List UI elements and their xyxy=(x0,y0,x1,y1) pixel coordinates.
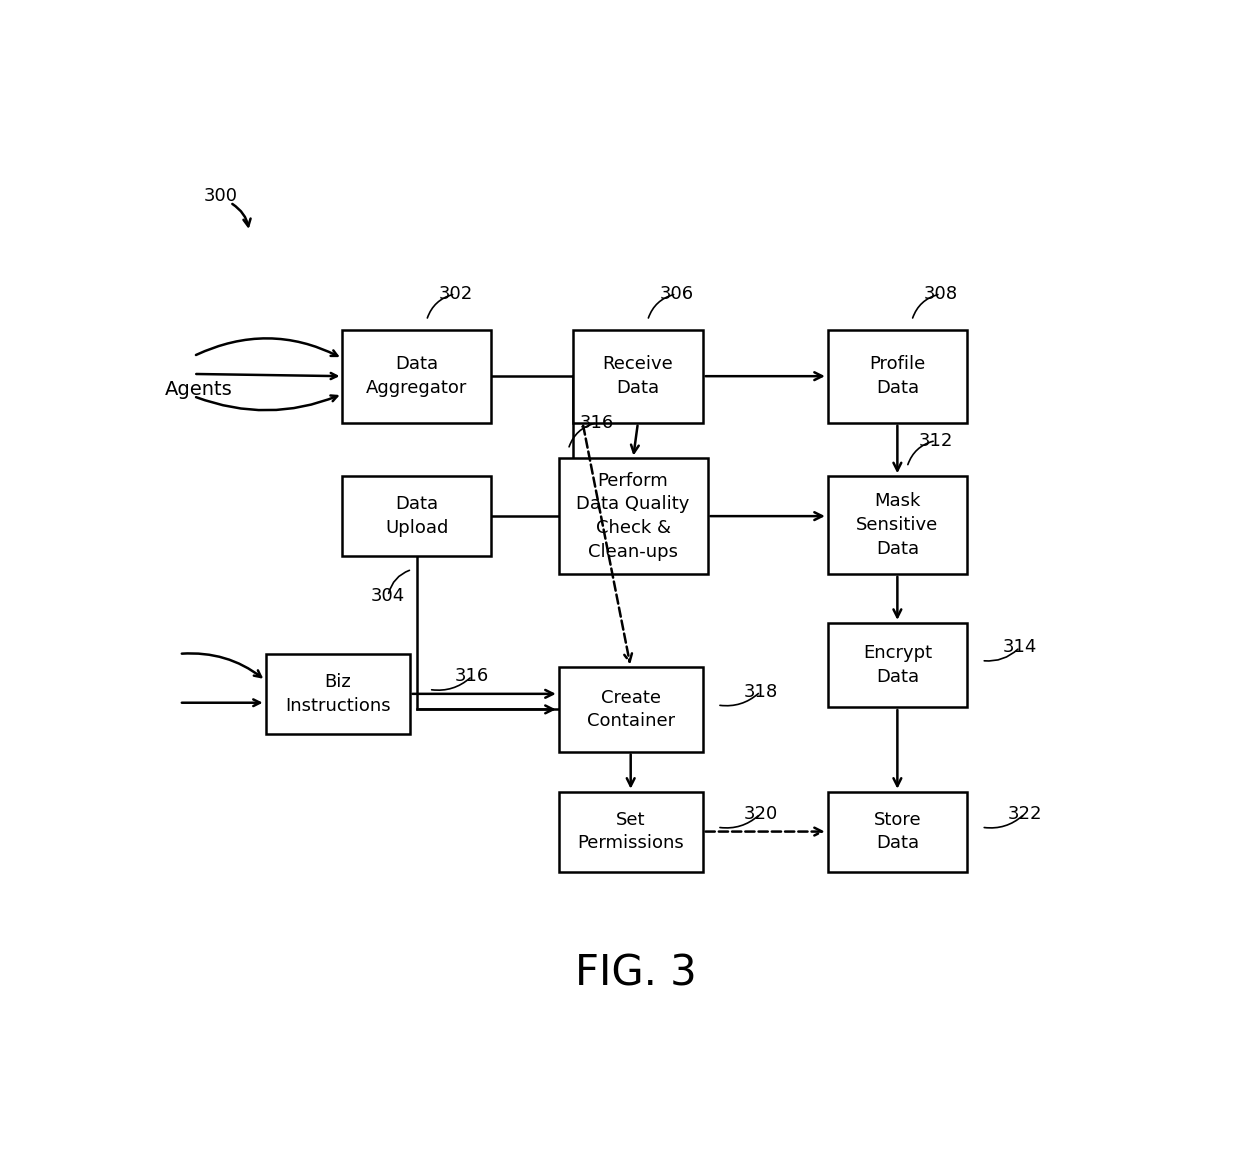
Text: Mask
Sensitive
Data: Mask Sensitive Data xyxy=(857,493,939,557)
Text: Receive
Data: Receive Data xyxy=(603,355,673,397)
Text: 316: 316 xyxy=(580,414,614,432)
FancyBboxPatch shape xyxy=(828,330,967,422)
FancyBboxPatch shape xyxy=(828,623,967,707)
FancyBboxPatch shape xyxy=(342,330,491,422)
FancyBboxPatch shape xyxy=(558,792,703,871)
Text: FIG. 3: FIG. 3 xyxy=(574,953,697,995)
FancyBboxPatch shape xyxy=(573,330,703,422)
Text: 318: 318 xyxy=(743,683,777,700)
Text: Perform
Data Quality
Check &
Clean-ups: Perform Data Quality Check & Clean-ups xyxy=(577,472,689,561)
Text: 312: 312 xyxy=(919,432,954,450)
Text: 320: 320 xyxy=(743,804,777,823)
FancyBboxPatch shape xyxy=(558,458,708,574)
FancyBboxPatch shape xyxy=(342,477,491,556)
Text: Data
Aggregator: Data Aggregator xyxy=(366,355,467,397)
FancyBboxPatch shape xyxy=(558,667,703,751)
Text: Set
Permissions: Set Permissions xyxy=(578,811,684,853)
Text: Agents: Agents xyxy=(165,380,232,398)
Text: 308: 308 xyxy=(924,285,957,304)
Text: Store
Data: Store Data xyxy=(873,811,921,853)
FancyBboxPatch shape xyxy=(828,477,967,574)
Text: Create
Container: Create Container xyxy=(587,689,675,730)
Text: 300: 300 xyxy=(203,187,237,205)
Text: 314: 314 xyxy=(1003,638,1037,657)
Text: 304: 304 xyxy=(371,587,405,605)
Text: 306: 306 xyxy=(660,285,693,304)
Text: Encrypt
Data: Encrypt Data xyxy=(863,644,932,685)
Text: 302: 302 xyxy=(438,285,472,304)
Text: 316: 316 xyxy=(455,667,490,685)
Text: Data
Upload: Data Upload xyxy=(386,495,449,537)
Text: Profile
Data: Profile Data xyxy=(869,355,925,397)
FancyBboxPatch shape xyxy=(265,654,409,734)
Text: 322: 322 xyxy=(1007,804,1042,823)
Text: Biz
Instructions: Biz Instructions xyxy=(285,673,391,714)
FancyBboxPatch shape xyxy=(828,792,967,871)
